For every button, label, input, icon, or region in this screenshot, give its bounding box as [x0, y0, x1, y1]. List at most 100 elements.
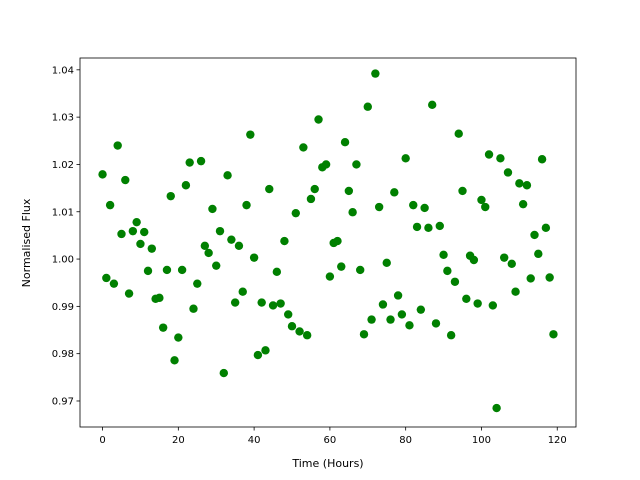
scatter-point	[405, 321, 414, 330]
y-tick-label: 0.97	[52, 396, 74, 407]
scatter-point	[458, 186, 467, 196]
x-tick-label: 60	[324, 435, 337, 446]
scatter-point	[518, 199, 528, 209]
scatter-point	[424, 223, 433, 233]
scatter-point	[337, 262, 346, 271]
scatter-point	[386, 315, 395, 324]
scatter-point	[534, 249, 543, 259]
scatter-point	[105, 200, 115, 210]
scatter-point	[155, 293, 164, 303]
scatter-point	[356, 265, 365, 275]
scatter-point	[507, 259, 516, 268]
scatter-point	[132, 217, 141, 227]
scatter-point	[181, 181, 191, 190]
scatter-point	[284, 310, 293, 319]
scatter-point	[246, 130, 255, 139]
scatter-point	[223, 171, 232, 180]
scatter-point	[344, 186, 354, 196]
scatter-point	[488, 301, 498, 310]
scatter-point	[121, 175, 130, 185]
scatter-point	[302, 331, 312, 340]
scatter-point	[435, 221, 444, 231]
scatter-point	[446, 331, 456, 340]
scatter-point	[545, 273, 554, 282]
scatter-point	[196, 156, 206, 166]
scatter-point	[208, 204, 217, 214]
scatter-point	[511, 287, 520, 296]
scatter-point	[484, 150, 494, 159]
scatter-point	[253, 350, 263, 360]
scatter-point	[412, 222, 422, 232]
scatter-point	[117, 229, 126, 239]
scatter-point	[295, 327, 304, 336]
scatter-point	[371, 69, 380, 78]
scatter-point	[287, 322, 297, 331]
scatter-point	[359, 330, 369, 339]
scatter-point	[200, 241, 210, 251]
y-tick-label: 1.00	[52, 255, 74, 266]
y-tick-label: 1.01	[52, 207, 74, 218]
scatter-point	[526, 274, 535, 283]
scatter-point	[162, 265, 172, 275]
scatter-point	[537, 155, 547, 164]
scatter-point	[189, 304, 198, 313]
scatter-point	[325, 272, 335, 281]
scatter-point	[219, 368, 228, 378]
scatter-point	[109, 279, 119, 288]
scatter-point	[102, 273, 111, 283]
scatter-point	[177, 265, 187, 275]
scatter-point	[140, 227, 149, 237]
scatter-point	[469, 255, 479, 265]
scatter-point	[193, 279, 202, 288]
plot-frame	[79, 57, 577, 428]
scatter-point	[242, 200, 251, 210]
scatter-point	[549, 330, 558, 339]
scatter-point	[98, 170, 107, 179]
scatter-point	[291, 208, 300, 218]
scatter-point	[522, 181, 532, 190]
scatter-point	[503, 168, 513, 177]
scatter-point	[367, 315, 376, 324]
scatter-point	[227, 235, 236, 244]
x-tick-label: 100	[472, 435, 491, 446]
scatter-point	[147, 244, 157, 253]
scatter-point	[136, 239, 145, 249]
scatter-point	[306, 194, 316, 204]
x-tick-label: 120	[548, 435, 567, 446]
y-tick-label: 0.98	[52, 349, 74, 360]
scatter-point	[249, 253, 259, 262]
scatter-point	[204, 248, 213, 258]
x-tick-label: 40	[248, 435, 261, 446]
scatter-point	[374, 202, 384, 212]
x-axis-label: Time (Hours)	[291, 457, 363, 470]
x-tick-label: 0	[99, 435, 105, 446]
scatter-point	[143, 266, 153, 276]
scatter-point	[348, 208, 357, 217]
y-tick-label: 1.03	[52, 113, 74, 124]
scatter-point	[363, 102, 372, 111]
scatter-point	[238, 287, 247, 296]
scatter-point	[515, 179, 524, 188]
y-tick-label: 1.04	[52, 65, 74, 76]
scatter-point	[212, 261, 221, 270]
scatter-point	[401, 154, 410, 163]
scatter-point	[166, 191, 175, 201]
scatter-point	[113, 141, 122, 150]
scatter-point	[314, 115, 323, 124]
scatter-point	[499, 253, 509, 262]
scatter-point	[261, 346, 270, 355]
y-axis-label: Normalised Flux	[20, 198, 33, 287]
scatter-point	[541, 223, 551, 233]
scatter-point	[390, 188, 399, 197]
scatter-point	[382, 258, 391, 268]
scatter-point	[462, 294, 471, 303]
scatter-point	[185, 158, 194, 167]
scatter-point	[409, 200, 418, 210]
scatter-point	[299, 143, 308, 152]
scatter-point	[473, 299, 482, 308]
scatter-point	[158, 323, 168, 332]
scatter-point	[481, 202, 490, 212]
scatter-point	[215, 226, 225, 236]
